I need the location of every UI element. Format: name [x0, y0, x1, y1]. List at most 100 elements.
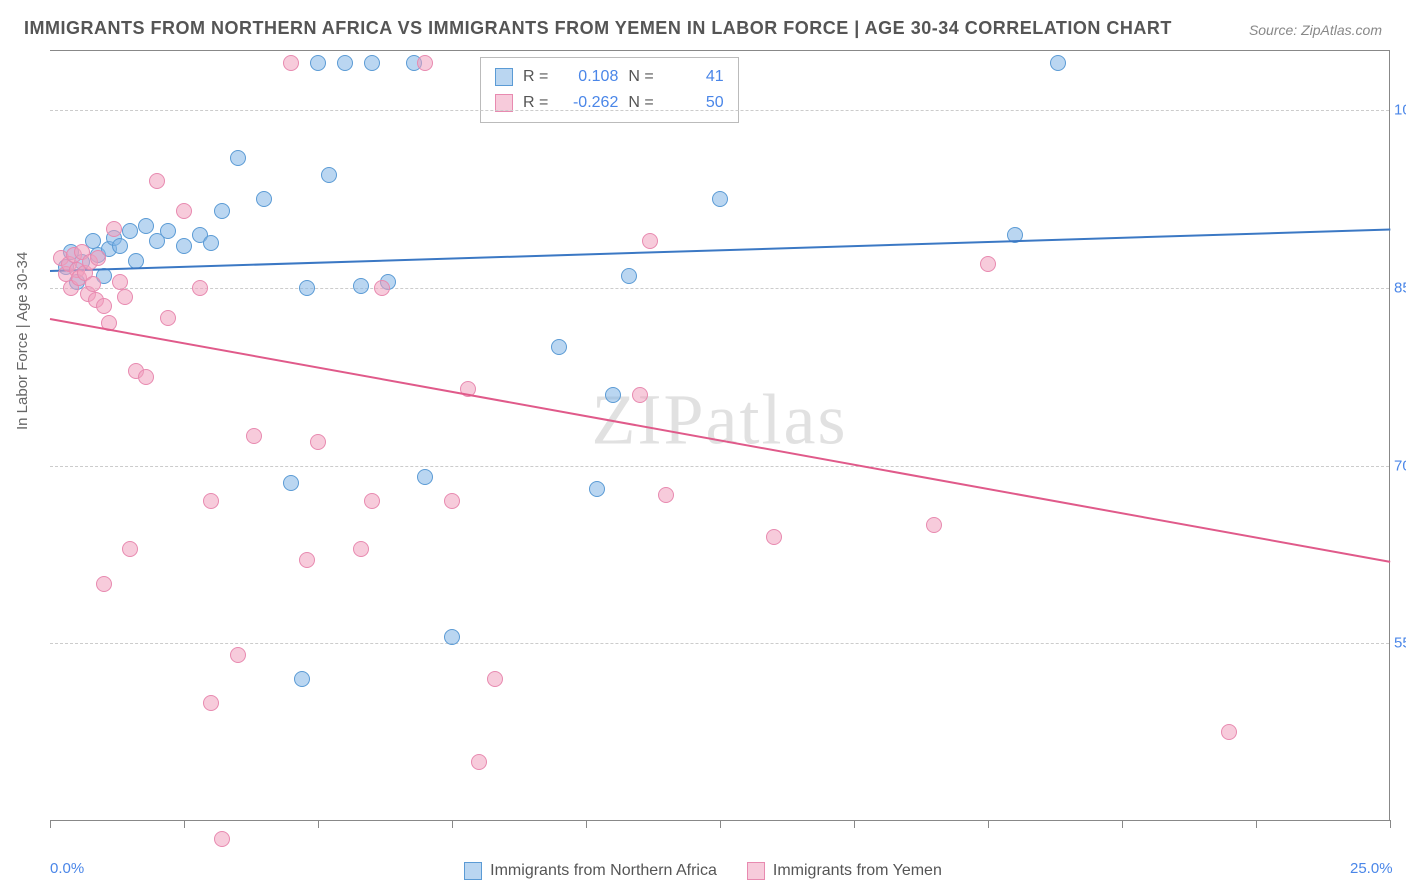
legend-n-value-a: 41 — [664, 68, 724, 86]
data-point — [632, 387, 648, 403]
x-tick — [1256, 820, 1257, 828]
legend-swatch-a — [495, 68, 513, 86]
x-axis-line — [50, 820, 1390, 821]
gridline — [50, 466, 1389, 467]
data-point — [160, 310, 176, 326]
watermark: ZIPatlas — [592, 379, 848, 462]
legend-row-b: R = -0.262 N = 50 — [495, 90, 724, 116]
data-point — [283, 55, 299, 71]
data-point — [117, 289, 133, 305]
x-tick — [1390, 820, 1391, 828]
data-point — [766, 529, 782, 545]
data-point — [299, 280, 315, 296]
data-point — [214, 831, 230, 847]
data-point — [112, 274, 128, 290]
y-tick-label: 85.0% — [1394, 279, 1406, 296]
data-point — [85, 276, 101, 292]
data-point — [160, 223, 176, 239]
legend-label-b: Immigrants from Yemen — [773, 862, 942, 880]
data-point — [364, 55, 380, 71]
data-point — [283, 475, 299, 491]
data-point — [203, 695, 219, 711]
legend-r-value-a: 0.108 — [558, 68, 618, 86]
data-point — [658, 487, 674, 503]
legend-n-label: N = — [628, 68, 653, 86]
data-point — [337, 55, 353, 71]
data-point — [230, 150, 246, 166]
data-point — [353, 541, 369, 557]
x-tick — [452, 820, 453, 828]
legend-r-label: R = — [523, 68, 548, 86]
x-tick — [50, 820, 51, 828]
data-point — [122, 223, 138, 239]
data-point — [471, 754, 487, 770]
data-point — [294, 671, 310, 687]
data-point — [417, 55, 433, 71]
data-point — [246, 428, 262, 444]
data-point — [122, 541, 138, 557]
y-tick-label: 100.0% — [1394, 102, 1406, 119]
correlation-legend: R = 0.108 N = 41 R = -0.262 N = 50 — [480, 57, 739, 123]
data-point — [256, 191, 272, 207]
legend-swatch-b-bottom — [747, 862, 765, 880]
data-point — [353, 278, 369, 294]
legend-swatch-a-bottom — [464, 862, 482, 880]
data-point — [138, 369, 154, 385]
data-point — [106, 221, 122, 237]
data-point — [926, 517, 942, 533]
data-point — [192, 280, 208, 296]
chart-plot-area: ZIPatlas R = 0.108 N = 41 R = -0.262 N =… — [50, 50, 1390, 820]
legend-label-a: Immigrants from Northern Africa — [490, 862, 717, 880]
data-point — [1050, 55, 1066, 71]
data-point — [589, 481, 605, 497]
data-point — [203, 235, 219, 251]
chart-title: IMMIGRANTS FROM NORTHERN AFRICA VS IMMIG… — [24, 18, 1172, 39]
x-tick — [720, 820, 721, 828]
data-point — [712, 191, 728, 207]
data-point — [321, 167, 337, 183]
data-point — [214, 203, 230, 219]
gridline — [50, 643, 1389, 644]
y-tick-label: 70.0% — [1394, 457, 1406, 474]
trend-line — [50, 229, 1390, 272]
data-point — [203, 493, 219, 509]
data-point — [551, 339, 567, 355]
x-tick — [1122, 820, 1123, 828]
legend-item-b: Immigrants from Yemen — [747, 855, 942, 886]
x-tick — [318, 820, 319, 828]
legend-row-a: R = 0.108 N = 41 — [495, 64, 724, 90]
data-point — [176, 238, 192, 254]
data-point — [230, 647, 246, 663]
data-point — [487, 671, 503, 687]
x-tick — [854, 820, 855, 828]
data-point — [374, 280, 390, 296]
x-tick — [586, 820, 587, 828]
y-axis-label: In Labor Force | Age 30-34 — [14, 252, 31, 430]
data-point — [642, 233, 658, 249]
y-tick-label: 55.0% — [1394, 635, 1406, 652]
source-attribution: Source: ZipAtlas.com — [1249, 22, 1382, 38]
data-point — [621, 268, 637, 284]
data-point — [1221, 724, 1237, 740]
x-tick — [988, 820, 989, 828]
data-point — [310, 55, 326, 71]
gridline — [50, 110, 1389, 111]
data-point — [605, 387, 621, 403]
legend-item-a: Immigrants from Northern Africa — [464, 855, 717, 886]
gridline — [50, 288, 1389, 289]
data-point — [96, 298, 112, 314]
series-legend: Immigrants from Northern Africa Immigran… — [0, 855, 1406, 886]
data-point — [96, 576, 112, 592]
data-point — [149, 173, 165, 189]
x-tick — [184, 820, 185, 828]
data-point — [444, 629, 460, 645]
data-point — [417, 469, 433, 485]
data-point — [444, 493, 460, 509]
data-point — [299, 552, 315, 568]
data-point — [980, 256, 996, 272]
data-point — [364, 493, 380, 509]
data-point — [310, 434, 326, 450]
data-point — [90, 250, 106, 266]
data-point — [138, 218, 154, 234]
data-point — [176, 203, 192, 219]
